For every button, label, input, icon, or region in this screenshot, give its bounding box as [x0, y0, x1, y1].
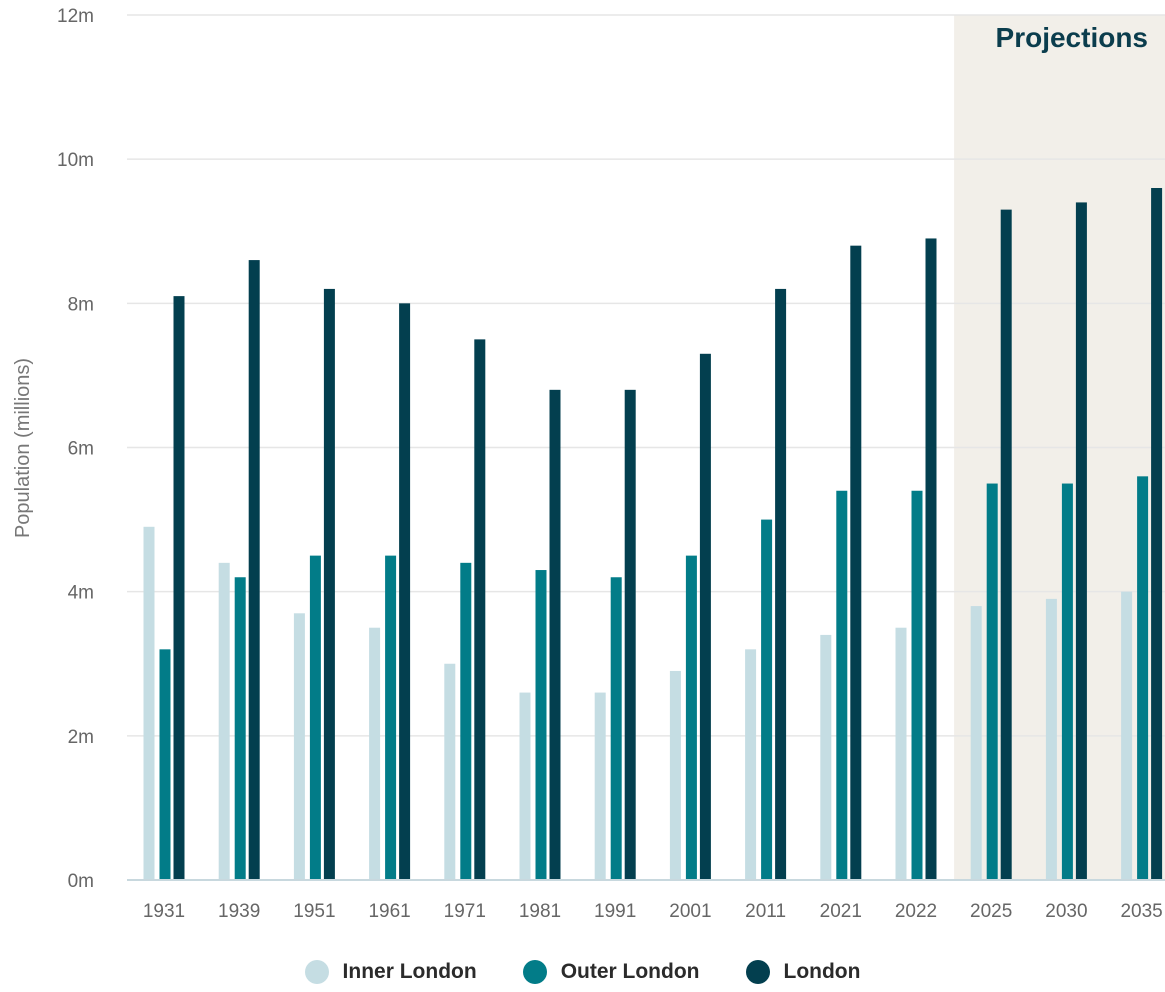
bar: [685, 555, 697, 880]
y-tick-label: 10m: [57, 150, 94, 171]
projection-label: Projections: [996, 22, 1148, 53]
x-tick-label: 1991: [594, 901, 636, 922]
bar: [474, 339, 486, 880]
legend-label-outer-london: Outer London: [560, 960, 700, 983]
x-tick-label: 1951: [293, 901, 335, 922]
bar: [385, 555, 397, 880]
bar: [895, 627, 907, 880]
bar: [143, 526, 155, 880]
bar: [173, 296, 185, 880]
x-tick-label: 1939: [218, 901, 260, 922]
bar: [1151, 188, 1163, 880]
bar: [925, 238, 937, 881]
bar: [159, 649, 171, 880]
bar: [1121, 591, 1133, 880]
bar: [444, 663, 456, 880]
bar: [836, 490, 848, 880]
y-axis-title: Population (millions): [12, 358, 34, 538]
x-tick-label: 2022: [895, 901, 937, 922]
bar: [323, 288, 335, 881]
bar: [549, 389, 561, 880]
bar: [1075, 202, 1087, 880]
bar: [699, 353, 711, 881]
bar: [1045, 598, 1057, 880]
bar: [820, 634, 832, 880]
bar: [234, 577, 246, 880]
bar: [775, 288, 787, 881]
x-tick-label: 2001: [669, 901, 711, 922]
legend-item-inner-london[interactable]: Inner London: [304, 960, 477, 984]
x-tick-label: 2021: [820, 901, 862, 922]
y-tick-label: 2m: [68, 727, 94, 748]
legend-swatch-inner-london: [304, 960, 329, 984]
bar: [1137, 476, 1149, 880]
bar: [1061, 483, 1073, 880]
x-tick-label: 2030: [1045, 901, 1087, 922]
bar: [761, 519, 773, 880]
x-tick-label: 2011: [745, 901, 786, 922]
bar: [293, 613, 305, 880]
bar: [248, 260, 260, 880]
legend-item-london[interactable]: London: [745, 960, 861, 984]
y-tick-label: 6m: [68, 439, 94, 460]
bar: [519, 692, 531, 880]
y-tick-label: 4m: [68, 583, 94, 604]
bar: [369, 627, 381, 880]
bar: [745, 649, 757, 880]
bar: [535, 570, 547, 880]
bar: [970, 606, 982, 880]
legend-swatch-outer-london: [522, 960, 547, 984]
y-tick-label: 12m: [57, 6, 94, 27]
chart-legend: Inner London Outer London London: [0, 952, 1165, 992]
x-tick-label: 1931: [143, 901, 185, 922]
legend-swatch-london: [745, 960, 770, 984]
legend-item-outer-london[interactable]: Outer London: [522, 960, 700, 984]
bar: [460, 562, 472, 880]
bar: [624, 389, 636, 880]
y-tick-label: 0m: [68, 871, 94, 892]
bar: [594, 692, 606, 880]
legend-label-inner-london: Inner London: [342, 960, 477, 983]
bar: [610, 577, 622, 880]
population-bar-chart: Projections 0m 2m 4m 6m 8m 10m 12m Population (m…: [12, 6, 1165, 922]
x-tick-label: 1961: [368, 901, 410, 922]
y-tick-label: 8m: [68, 294, 94, 315]
x-tick-label: 1971: [444, 901, 486, 922]
bar: [1000, 209, 1012, 880]
bar: [669, 670, 681, 880]
bar: [309, 555, 321, 880]
bar: [911, 490, 923, 880]
legend-label-london: London: [783, 960, 861, 983]
x-tick-label: 1981: [519, 901, 561, 922]
x-tick-label: 2025: [970, 901, 1012, 922]
bar: [218, 562, 230, 880]
x-tick-label: 2035: [1120, 901, 1162, 922]
bar: [399, 303, 411, 880]
bar: [850, 245, 862, 880]
bar: [986, 483, 998, 880]
